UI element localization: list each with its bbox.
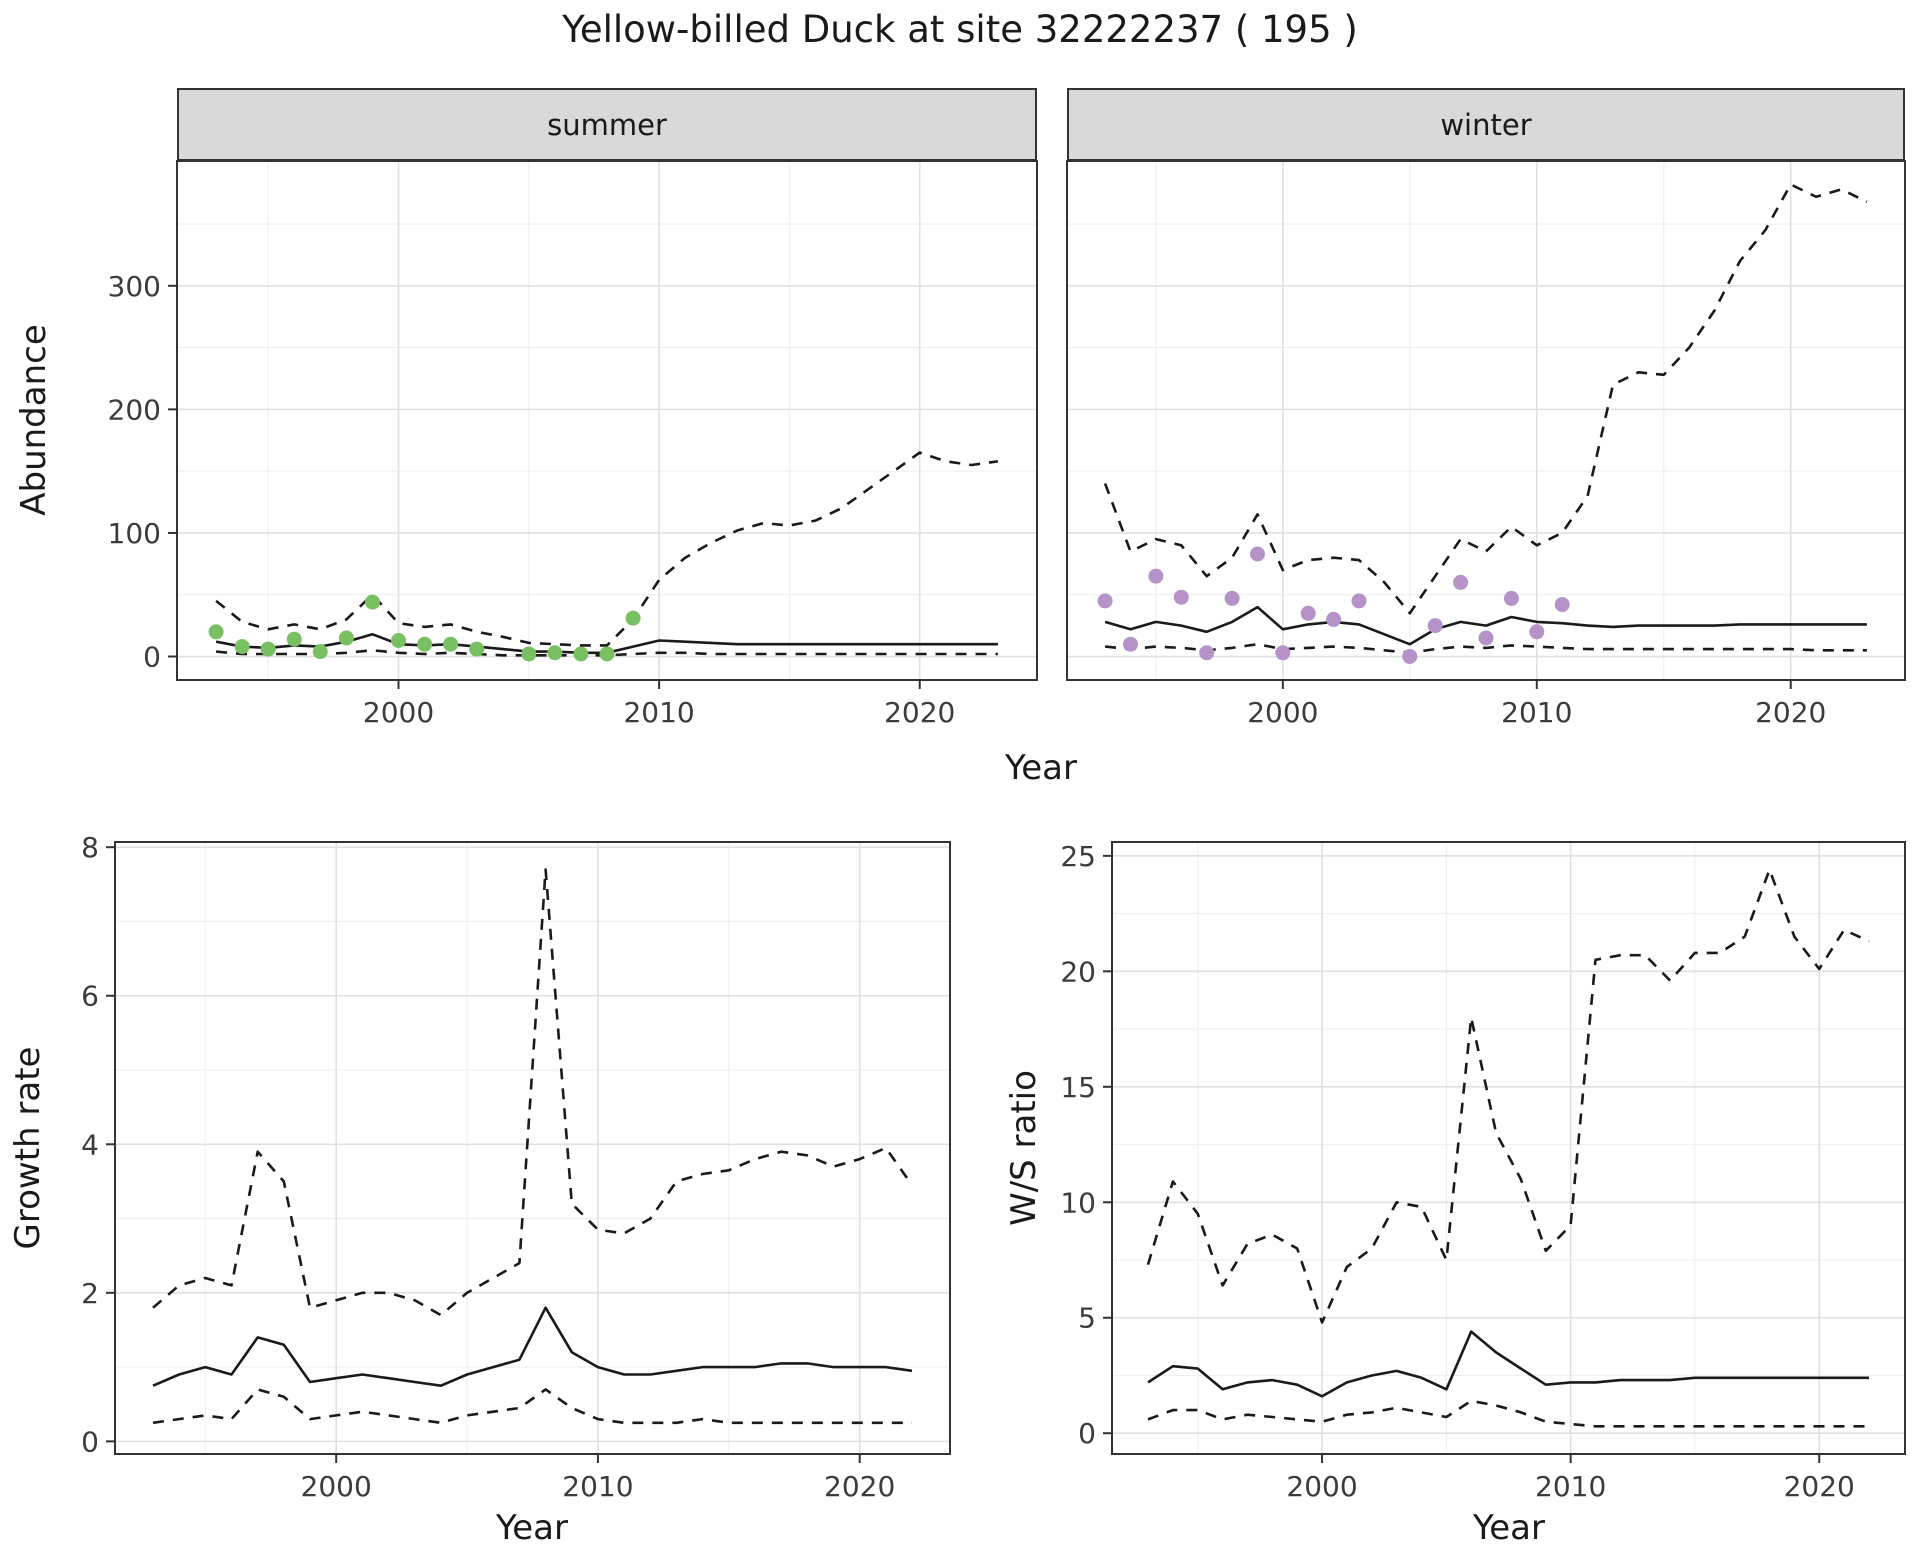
year-axis-title-top: Year xyxy=(1005,748,1077,788)
svg-text:2000: 2000 xyxy=(1286,1470,1357,1503)
ws-ratio-axis-title: W/S ratio xyxy=(1004,1070,1044,1226)
svg-text:2000: 2000 xyxy=(1247,696,1318,729)
svg-text:0: 0 xyxy=(81,1425,99,1458)
facet-strip-summer: summer xyxy=(177,88,1037,161)
svg-text:15: 15 xyxy=(1060,1071,1096,1104)
abundance-summer-chart: 2000 2010 2020 0 100 200 300 xyxy=(108,160,1038,729)
svg-text:2010: 2010 xyxy=(1535,1470,1606,1503)
svg-text:300: 300 xyxy=(108,270,161,303)
svg-text:10: 10 xyxy=(1060,1186,1096,1219)
svg-text:2000: 2000 xyxy=(363,696,434,729)
svg-text:4: 4 xyxy=(81,1128,99,1161)
svg-text:0: 0 xyxy=(143,641,161,674)
growth-rate-chart: 2000 2010 2020 0 2 4 6 8 xyxy=(81,831,951,1503)
svg-text:200: 200 xyxy=(108,393,161,426)
year-axis-title-bottom-right: Year xyxy=(1473,1508,1545,1548)
year-axis-title-bottom-left: Year xyxy=(496,1508,568,1548)
facet-strip-winter: winter xyxy=(1067,88,1905,161)
svg-text:2020: 2020 xyxy=(824,1470,895,1503)
svg-text:2000: 2000 xyxy=(301,1470,372,1503)
svg-text:2010: 2010 xyxy=(1501,696,1572,729)
svg-text:2020: 2020 xyxy=(1784,1470,1855,1503)
svg-text:2: 2 xyxy=(81,1277,99,1310)
facet-label-summer: summer xyxy=(547,107,667,142)
svg-text:2010: 2010 xyxy=(623,696,694,729)
svg-text:8: 8 xyxy=(81,831,99,864)
svg-text:2020: 2020 xyxy=(1755,696,1826,729)
svg-text:2020: 2020 xyxy=(884,696,955,729)
svg-text:2010: 2010 xyxy=(562,1470,633,1503)
svg-text:25: 25 xyxy=(1060,840,1096,873)
svg-text:6: 6 xyxy=(81,980,99,1013)
growth-rate-axis-title: Growth rate xyxy=(8,1046,48,1250)
svg-text:0: 0 xyxy=(1078,1417,1096,1450)
abundance-winter-chart: 2000 2010 2020 xyxy=(1066,160,1906,729)
svg-text:5: 5 xyxy=(1078,1302,1096,1335)
ws-ratio-chart: 2000 2010 2020 0 5 10 15 20 25 xyxy=(1060,840,1906,1503)
figure-title: Yellow-billed Duck at site 32222237 ( 19… xyxy=(562,8,1358,51)
facet-label-winter: winter xyxy=(1440,107,1532,142)
svg-text:100: 100 xyxy=(108,517,161,550)
abundance-axis-title: Abundance xyxy=(14,324,54,516)
svg-text:20: 20 xyxy=(1060,955,1096,988)
